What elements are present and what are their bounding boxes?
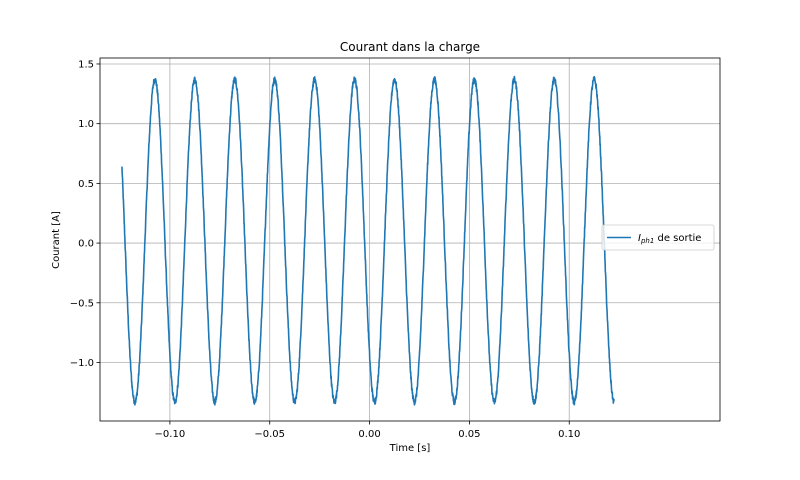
- chart-title: Courant dans la charge: [340, 40, 480, 54]
- x-axis-label: Time [s]: [389, 443, 431, 454]
- plot-frame: [99, 57, 721, 422]
- y-tick-label: 1.0: [78, 119, 94, 130]
- y-tick-label: 0.5: [78, 179, 94, 190]
- y-tick-label: −1.0: [70, 358, 94, 369]
- legend-box: [601, 224, 715, 251]
- y-axis-label: Courant [A]: [51, 211, 62, 269]
- x-tick-label: 0.05: [458, 429, 480, 440]
- grid: [100, 58, 720, 421]
- x-tick-label: 0.00: [358, 429, 380, 440]
- x-tick-label: −0.10: [155, 429, 186, 440]
- y-tick-label: 1.5: [78, 59, 94, 70]
- legend-entry-text: de sortie: [654, 233, 701, 244]
- legend-entry-subscript: ph1: [640, 237, 654, 245]
- x-tick-label: 0.10: [558, 429, 580, 440]
- y-tick-label: 0.0: [78, 239, 94, 250]
- legend: Iph1 de sortie: [601, 224, 715, 251]
- x-tick-label: −0.05: [254, 429, 285, 440]
- series-line: [121, 75, 615, 406]
- y-axis: −1.0 −0.5 0.0 0.5 1.0 1.5: [70, 59, 100, 369]
- y-tick-label: −0.5: [70, 298, 94, 309]
- legend-entry-label: Iph1 de sortie: [638, 233, 701, 245]
- series-layer: [121, 75, 615, 406]
- legend-entry-symbol: I: [638, 233, 641, 244]
- x-axis: −0.10 −0.05 0.00 0.05 0.10: [155, 421, 580, 440]
